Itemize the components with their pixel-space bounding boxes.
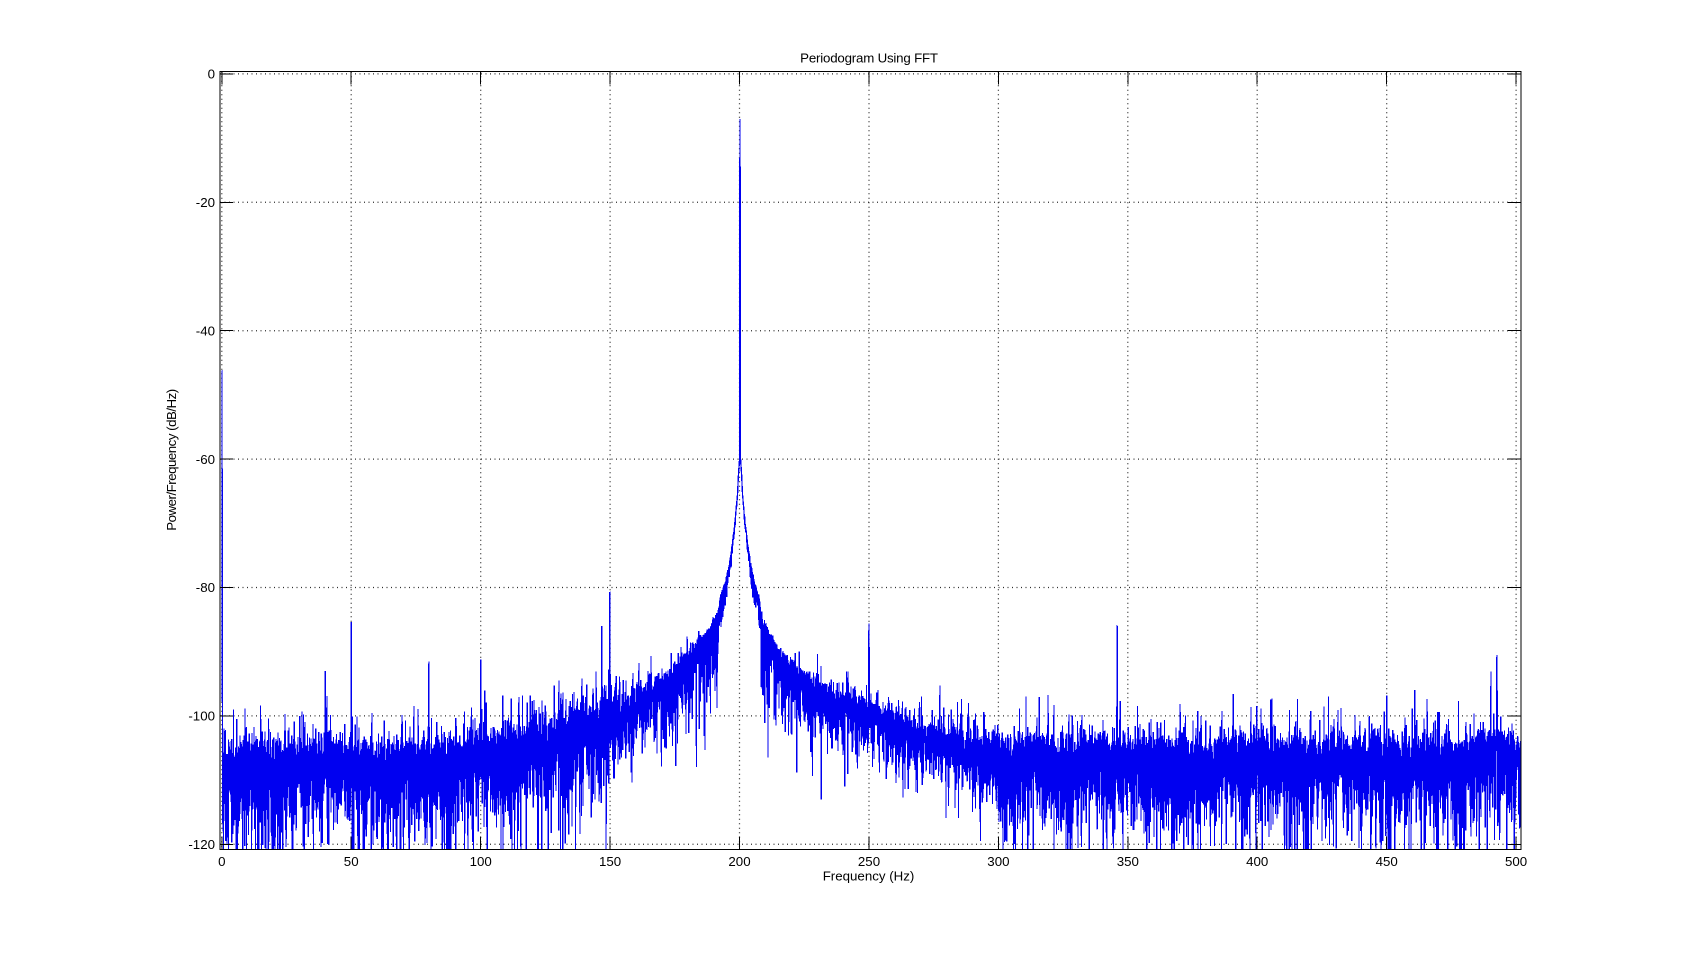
svg-text:500: 500 <box>1505 854 1527 869</box>
svg-text:Power/Frequency (dB/Hz): Power/Frequency (dB/Hz) <box>164 389 179 531</box>
svg-text:-120: -120 <box>188 837 215 852</box>
svg-text:0: 0 <box>208 67 215 82</box>
svg-text:-40: -40 <box>196 323 215 338</box>
svg-text:-60: -60 <box>196 452 215 467</box>
svg-text:Frequency (Hz): Frequency (Hz) <box>823 869 915 884</box>
svg-text:350: 350 <box>1117 854 1139 869</box>
svg-text:200: 200 <box>728 854 750 869</box>
svg-text:300: 300 <box>987 854 1009 869</box>
svg-text:450: 450 <box>1376 854 1398 869</box>
svg-text:50: 50 <box>344 854 359 869</box>
svg-text:Periodogram Using FFT: Periodogram Using FFT <box>800 50 938 65</box>
svg-text:150: 150 <box>599 854 621 869</box>
svg-text:100: 100 <box>470 854 492 869</box>
svg-text:250: 250 <box>858 854 880 869</box>
svg-text:400: 400 <box>1246 854 1268 869</box>
svg-text:-20: -20 <box>196 195 215 210</box>
svg-text:0: 0 <box>218 854 225 869</box>
svg-text:-80: -80 <box>196 580 215 595</box>
svg-text:-100: -100 <box>188 709 215 724</box>
